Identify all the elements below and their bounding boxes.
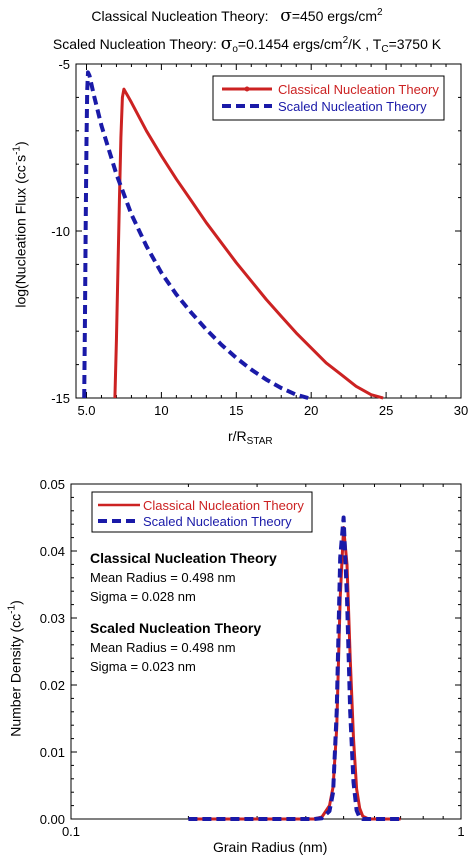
chart2-annotation-line-2-1: Mean Radius = 0.498 nm xyxy=(90,640,236,655)
chart1-x-tick-label: 15 xyxy=(229,403,243,418)
header-line-2: Scaled Nucleation Theory: σo=0.1454 ergs… xyxy=(10,34,474,55)
chart2-x-axis-label: Grain Radius (nm) xyxy=(213,839,328,855)
chart1-y-tick-label: -5 xyxy=(58,57,70,72)
chart2-y-tick-label: 0.02 xyxy=(40,678,65,693)
chart1-x-tick-label: 20 xyxy=(304,403,318,418)
sigma-symbol: σ xyxy=(280,6,292,26)
chart1-legend-marker-1 xyxy=(244,86,250,92)
chart2-series-line-2 xyxy=(188,515,401,821)
chart1-x-tick-label: 10 xyxy=(154,403,168,418)
chart1-legend-label-2: Scaled Nucleation Theory xyxy=(278,99,427,114)
chart1-legend-label-1: Classical Nucleation Theory xyxy=(278,82,439,97)
t-subscript: C xyxy=(381,44,389,55)
sigma-o-symbol: σ xyxy=(220,34,233,54)
chart1-x-tick-label: 25 xyxy=(379,403,393,418)
header-line-1-sup: 2 xyxy=(377,7,383,18)
chart2-annotation-line-1-1: Mean Radius = 0.498 nm xyxy=(90,570,236,585)
chart2-y-tick-label: 0.01 xyxy=(40,745,65,760)
chart1-y-tick-label: -10 xyxy=(51,224,70,239)
chart1-y-axis-label: log(Nucleation Flux (cc-s-1) xyxy=(11,141,29,308)
chart2-y-tick-label: 0.03 xyxy=(40,611,65,626)
chart2-legend xyxy=(91,491,313,533)
chart1-x-tick-label: 5.0 xyxy=(77,403,95,418)
header-line-2-text-3: =3750 K xyxy=(388,36,442,52)
chart2-legend-label-1: Classical Nucleation Theory xyxy=(143,498,304,513)
header-line-1-prefix: Classical Nucleation Theory: xyxy=(91,8,269,24)
chart1-series-line-1 xyxy=(113,87,384,400)
header-line-2-text-1: =0.1454 ergs/cm xyxy=(237,36,343,52)
chart2-annotation-title-1: Classical Nucleation Theory xyxy=(90,550,277,566)
chart2-y-tick-label: 0.04 xyxy=(40,544,65,559)
chart1-x-tick-label: 30 xyxy=(454,403,468,418)
chart2-y-tick-label: 0.05 xyxy=(40,477,65,492)
chart1-legend xyxy=(212,75,445,121)
chart2-x-tick-label: 1 xyxy=(457,824,464,839)
header-line-2-prefix: Scaled Nucleation Theory: xyxy=(52,36,217,52)
chart1-y-tick-label: -15 xyxy=(51,391,70,406)
chart2-x-tick-label: 0.1 xyxy=(62,824,80,839)
chart2-annotation-line-1-2: Sigma = 0.028 nm xyxy=(90,589,196,604)
chart2-annotation-line-2-2: Sigma = 0.023 nm xyxy=(90,659,196,674)
chart2-y-axis-label: Number Density (cc-1) xyxy=(6,600,24,737)
sigma-subscript: o xyxy=(232,44,238,55)
chart1-x-axis-label: r/RSTAR xyxy=(228,428,273,447)
chart2-annotation-title-2: Scaled Nucleation Theory xyxy=(90,620,261,636)
chart2-y-tick-label: 0.00 xyxy=(40,812,65,827)
header-line-1-text: =450 ergs/cm xyxy=(291,8,378,24)
chart2-legend-label-2: Scaled Nucleation Theory xyxy=(143,514,292,529)
header-line-1: Classical Nucleation Theory: σ=450 ergs/… xyxy=(0,6,474,26)
header-line-2-text-2: /K , T xyxy=(348,36,382,52)
chart1-series-line-2 xyxy=(82,70,309,400)
header-line-2-sup: 2 xyxy=(342,35,349,46)
